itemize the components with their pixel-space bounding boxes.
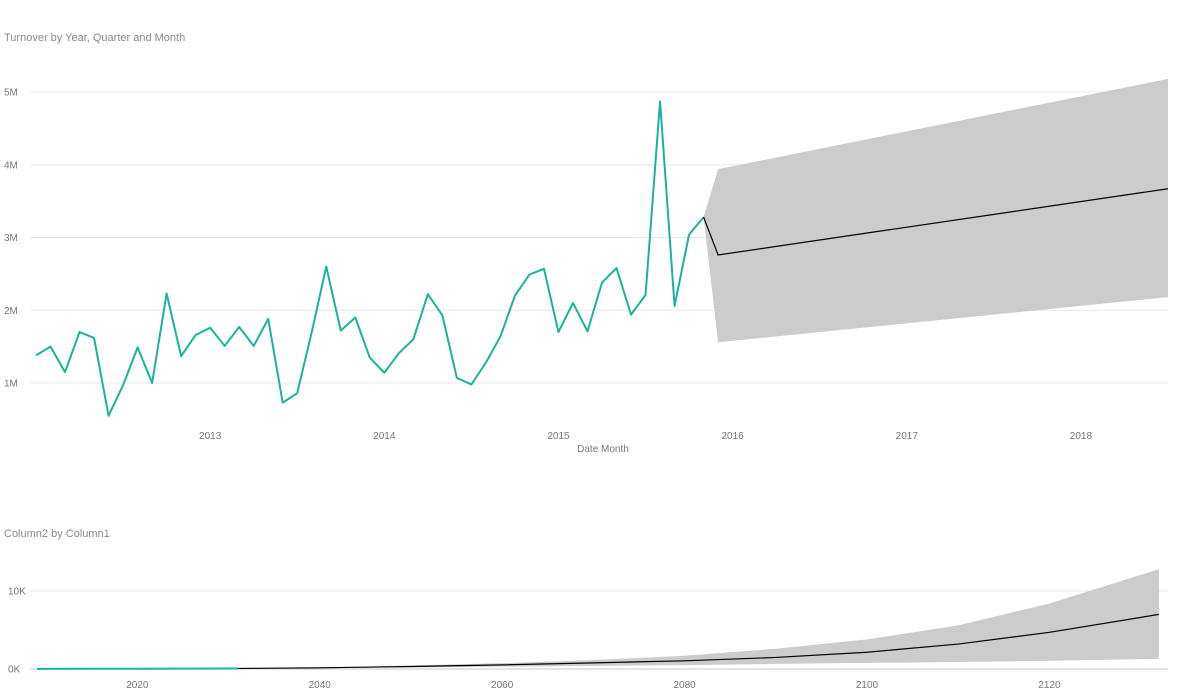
- x-tick-label: 2040: [309, 680, 332, 691]
- turnover-line-chart: 1M 2M 3M 4M 5M 2013 2014 2015 2016 2017 2018 Date M…: [4, 78, 1169, 455]
- x-tick-label: 2015: [547, 431, 570, 442]
- x-tick-label: 2016: [721, 431, 744, 442]
- forecast-confidence-band: [703, 78, 1168, 343]
- x-tick-label: 2020: [126, 680, 149, 691]
- x-tick-label: 2014: [373, 431, 396, 442]
- x-axis-title: Date Month: [577, 444, 629, 455]
- x-tick-label: 2013: [199, 431, 222, 442]
- chart-title-column2: Column2 by Column1: [4, 528, 110, 540]
- y-tick-label: 1M: [4, 379, 18, 390]
- x-tick-label: 2080: [673, 680, 696, 691]
- x-tick-label: 2120: [1038, 680, 1061, 691]
- y-tick-label: 10K: [8, 587, 26, 598]
- y-tick-label: 2M: [4, 306, 18, 317]
- x-tick-label: 2060: [491, 680, 514, 691]
- y-tick-label: 4M: [4, 160, 18, 171]
- y-tick-label: 0K: [8, 665, 21, 676]
- x-tick-label: 2018: [1070, 431, 1093, 442]
- forecast-confidence-band: [237, 569, 1159, 669]
- actual-series-line: [35, 100, 705, 417]
- forecast-series-line: [237, 613, 1159, 670]
- x-tick-label: 2100: [856, 680, 879, 691]
- y-tick-label: 3M: [4, 233, 18, 244]
- forecast-series-line: [703, 188, 1169, 256]
- x-tick-label: 2017: [896, 431, 919, 442]
- y-tick-label: 5M: [4, 88, 18, 99]
- chart-title-turnover: Turnover by Year, Quarter and Month: [4, 32, 186, 44]
